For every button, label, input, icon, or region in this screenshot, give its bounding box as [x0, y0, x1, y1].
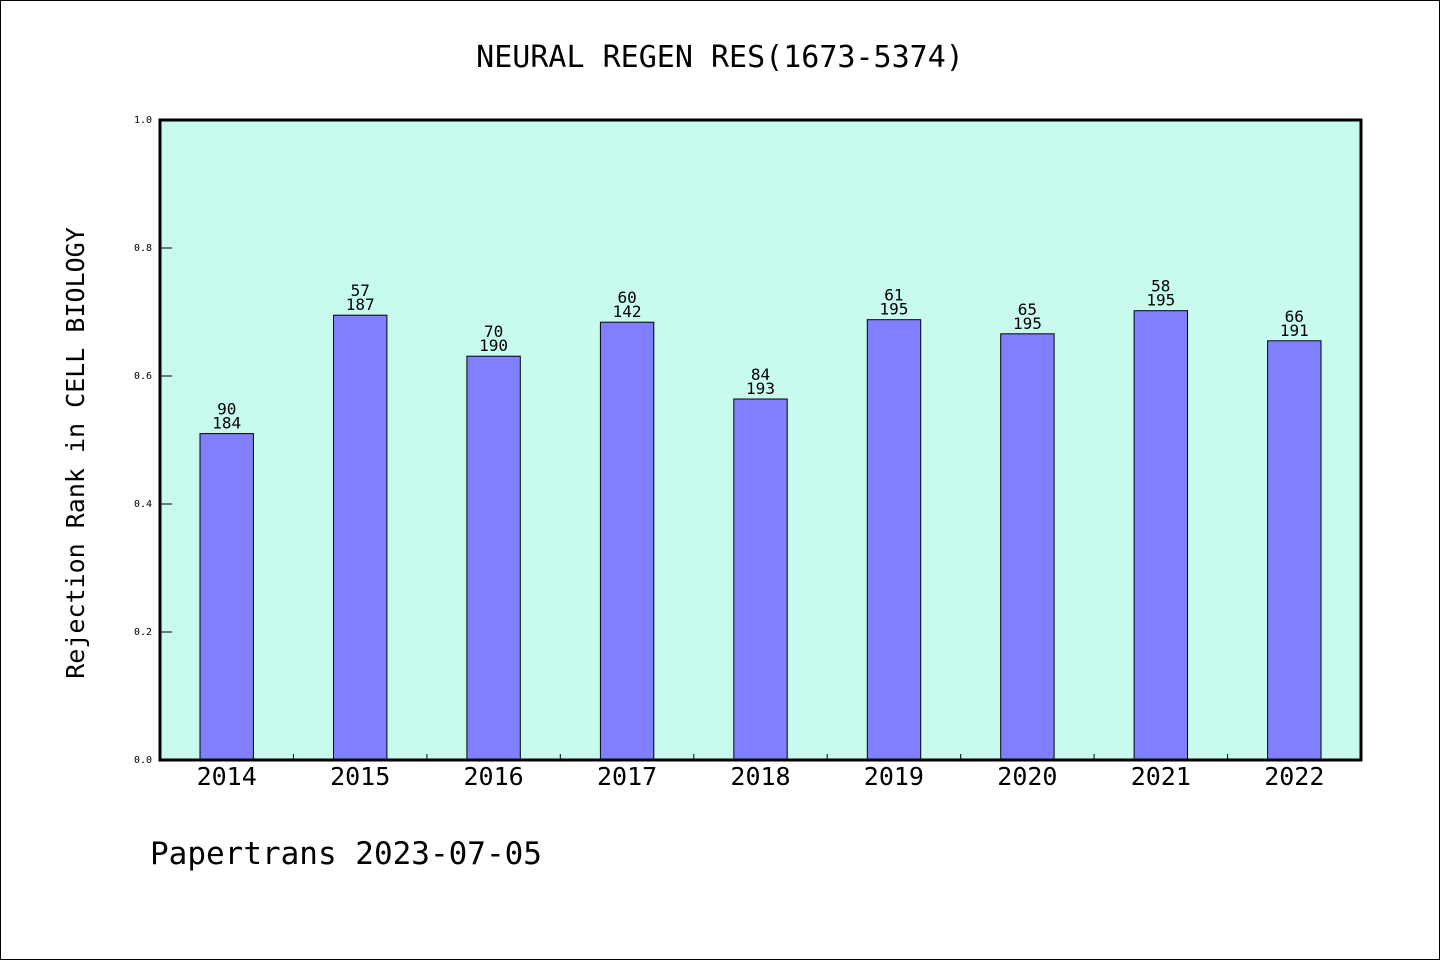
bar-rank-label: 61	[884, 286, 903, 305]
bar-2015	[333, 314, 388, 761]
x-tick-label: 2014	[197, 762, 257, 791]
bar-rank-label: 58	[1151, 277, 1170, 296]
x-axis: 2014 2015 2016 2017 2018 2019 2020 2021 2022	[197, 754, 1324, 791]
y-axis: 0.0 0.2 0.4 0.6 0.8 1.0	[134, 115, 172, 766]
bar-total-label: 184	[212, 414, 241, 433]
x-tick-label: 2022	[1264, 762, 1324, 791]
bar-2019	[866, 319, 922, 761]
bar-total-label: 187	[346, 295, 375, 314]
bar-rank-label: 65	[1018, 300, 1037, 319]
bar-2014	[199, 433, 254, 761]
footer-credit: Papertrans 2023-07-05	[150, 836, 542, 872]
bar-rank-label: 57	[351, 281, 370, 300]
bar-2017	[599, 321, 655, 761]
x-tick-label: 2016	[463, 762, 523, 791]
bars-group	[199, 310, 1322, 761]
y-tick-label: 0.6	[134, 371, 152, 382]
bar-total-label: 195	[879, 300, 908, 319]
y-tick-label: 0.0	[134, 755, 152, 766]
x-tick-label: 2019	[864, 762, 924, 791]
bar-total-label: 190	[479, 336, 508, 355]
y-tick-label: 0.4	[134, 499, 152, 510]
x-tick-label: 2018	[730, 762, 790, 791]
y-tick-label: 0.8	[134, 243, 152, 254]
bar-total-label: 195	[1146, 291, 1175, 310]
bar-rank-label: 84	[751, 365, 770, 384]
y-axis-label: Rejection Rank in CELL BIOLOGY	[61, 227, 90, 679]
y-tick-label: 0.2	[134, 627, 152, 638]
bar-2021	[1133, 310, 1188, 761]
bar-rank-label: 66	[1285, 307, 1304, 326]
x-tick-label: 2021	[1131, 762, 1191, 791]
bar-total-label: 193	[746, 379, 775, 398]
chart-title: NEURAL REGEN RES(1673-5374)	[476, 40, 964, 75]
bar-total-label: 195	[1013, 314, 1042, 333]
bar-2022	[1267, 340, 1322, 761]
bar-total-label: 191	[1280, 321, 1309, 340]
bar-2016	[466, 355, 521, 761]
y-tick-label: 1.0	[134, 115, 152, 126]
bar-rank-label: 60	[617, 288, 636, 307]
bar-rank-label: 90	[217, 400, 236, 419]
x-tick-label: 2017	[597, 762, 657, 791]
bar-2020	[1000, 333, 1055, 761]
x-tick-label: 2015	[330, 762, 390, 791]
x-tick-label: 2020	[997, 762, 1057, 791]
bar-rank-label: 70	[484, 322, 503, 341]
plot-border	[158, 118, 1363, 762]
bar-2018	[733, 398, 788, 761]
bar-total-label: 142	[613, 302, 642, 321]
